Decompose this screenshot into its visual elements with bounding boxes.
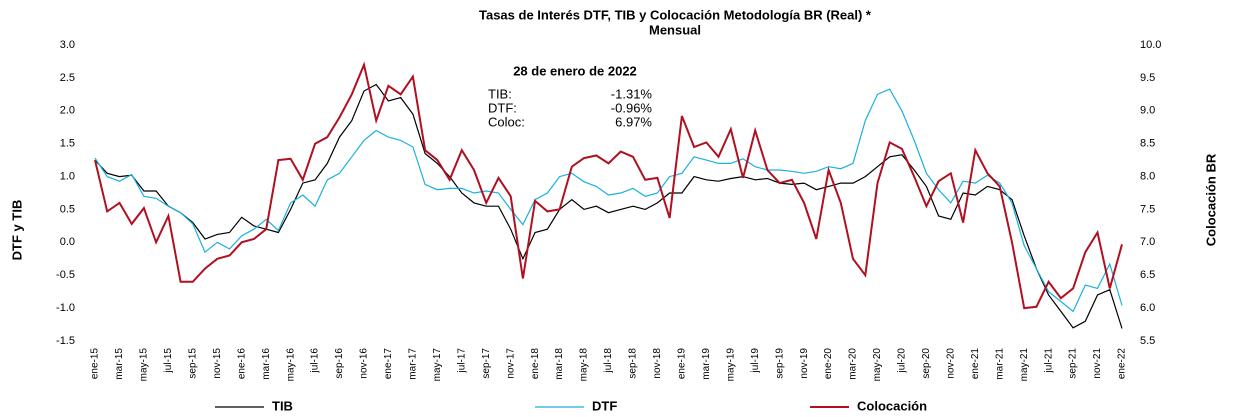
y2-tick-label: 7.0 — [1140, 236, 1155, 248]
x-tick-label: sep-16 — [334, 348, 345, 379]
y-tick-label: 0.5 — [60, 203, 75, 215]
x-tick-label: mar-15 — [114, 348, 125, 380]
x-tick-label: sep-21 — [1068, 348, 1079, 379]
x-tick-label: sep-20 — [921, 348, 932, 379]
x-tick-label: ene-15 — [90, 348, 101, 380]
y-tick-label: -1.0 — [56, 302, 75, 314]
x-tick-label: ene-16 — [236, 348, 247, 380]
x-tick-label: nov-15 — [212, 348, 223, 379]
annotation-value: -0.96% — [611, 100, 653, 115]
x-tick-label: mar-18 — [554, 348, 565, 380]
y-tick-label: 1.0 — [60, 170, 75, 182]
y-tick-label: 0.0 — [60, 236, 75, 248]
annotation-value: 6.97% — [615, 114, 652, 129]
x-tick-label: mar-21 — [994, 348, 1005, 380]
chart-subtitle: Mensual — [649, 22, 701, 37]
x-tick-label: sep-15 — [187, 348, 198, 379]
x-tick-label: jul-20 — [897, 348, 908, 374]
x-tick-label: ene-17 — [383, 348, 394, 380]
annotation-label: Coloc: — [488, 114, 525, 129]
y2-tick-label: 7.5 — [1140, 203, 1155, 215]
y-tick-label: 2.5 — [60, 72, 75, 84]
annotation-label: TIB: — [488, 86, 512, 101]
y2-tick-label: 6.0 — [1140, 302, 1155, 314]
x-tick-label: nov-20 — [945, 348, 956, 379]
x-tick-label: may-18 — [579, 348, 590, 382]
annotation-date: 28 de enero de 2022 — [513, 63, 637, 78]
y-tick-label: 3.0 — [60, 39, 75, 51]
y-tick-label: 2.0 — [60, 105, 75, 117]
x-tick-label: may-21 — [1019, 348, 1030, 382]
y2-tick-label: 6.5 — [1140, 269, 1155, 281]
x-tick-label: nov-21 — [1092, 348, 1103, 379]
x-tick-label: mar-17 — [408, 348, 419, 380]
y2-tick-label: 8.0 — [1140, 170, 1155, 182]
x-tick-label: ene-22 — [1117, 348, 1128, 380]
x-tick-label: sep-19 — [774, 348, 785, 379]
x-tick-label: nov-17 — [505, 348, 516, 379]
series-line — [94, 61, 1123, 310]
x-tick-label: ene-20 — [823, 348, 834, 380]
series-line — [94, 88, 1123, 313]
x-tick-label: may-16 — [285, 348, 296, 382]
x-tick-label: may-19 — [725, 348, 736, 382]
x-tick-label: jul-21 — [1043, 348, 1054, 374]
x-tick-label: mar-20 — [848, 348, 859, 380]
legend-label: DTF — [592, 398, 617, 413]
y-axis-label: DTF y TIB — [9, 200, 24, 261]
x-tick-label: may-20 — [872, 348, 883, 382]
x-tick-label: may-15 — [139, 348, 150, 382]
x-tick-label: ene-21 — [970, 348, 981, 380]
x-tick-label: sep-18 — [628, 348, 639, 379]
x-tick-label: jul-16 — [310, 348, 321, 374]
annotation-label: DTF: — [488, 100, 517, 115]
y-tick-label: -1.5 — [56, 335, 75, 347]
legend-label: Colocación — [857, 398, 927, 413]
y2-tick-label: 9.0 — [1140, 105, 1155, 117]
x-tick-label: mar-19 — [701, 348, 712, 380]
x-tick-label: ene-19 — [676, 348, 687, 380]
x-tick-label: nov-18 — [652, 348, 663, 379]
y2-tick-label: 8.5 — [1140, 138, 1155, 150]
y2-tick-label: 10.0 — [1140, 39, 1161, 51]
x-tick-label: ene-18 — [530, 348, 541, 380]
series-line — [94, 83, 1123, 329]
x-tick-label: jul-19 — [750, 348, 761, 374]
x-tick-label: mar-16 — [261, 348, 272, 380]
legend-label: TIB — [272, 398, 293, 413]
y-tick-label: 1.5 — [60, 138, 75, 150]
chart-title: Tasas de Interés DTF, TIB y Colocación M… — [479, 7, 872, 22]
x-tick-label: may-17 — [432, 348, 443, 382]
y2-tick-label: 5.5 — [1140, 335, 1155, 347]
x-tick-label: jul-15 — [163, 348, 174, 374]
y2-tick-label: 9.5 — [1140, 72, 1155, 84]
x-tick-label: sep-17 — [481, 348, 492, 379]
annotation-value: -1.31% — [611, 86, 653, 101]
x-tick-label: jul-17 — [456, 348, 467, 374]
x-tick-label: nov-16 — [359, 348, 370, 379]
x-tick-label: nov-19 — [799, 348, 810, 379]
y2-axis-label: Colocación BR — [1203, 153, 1218, 246]
y-tick-label: -0.5 — [56, 269, 75, 281]
x-tick-label: jul-18 — [603, 348, 614, 374]
